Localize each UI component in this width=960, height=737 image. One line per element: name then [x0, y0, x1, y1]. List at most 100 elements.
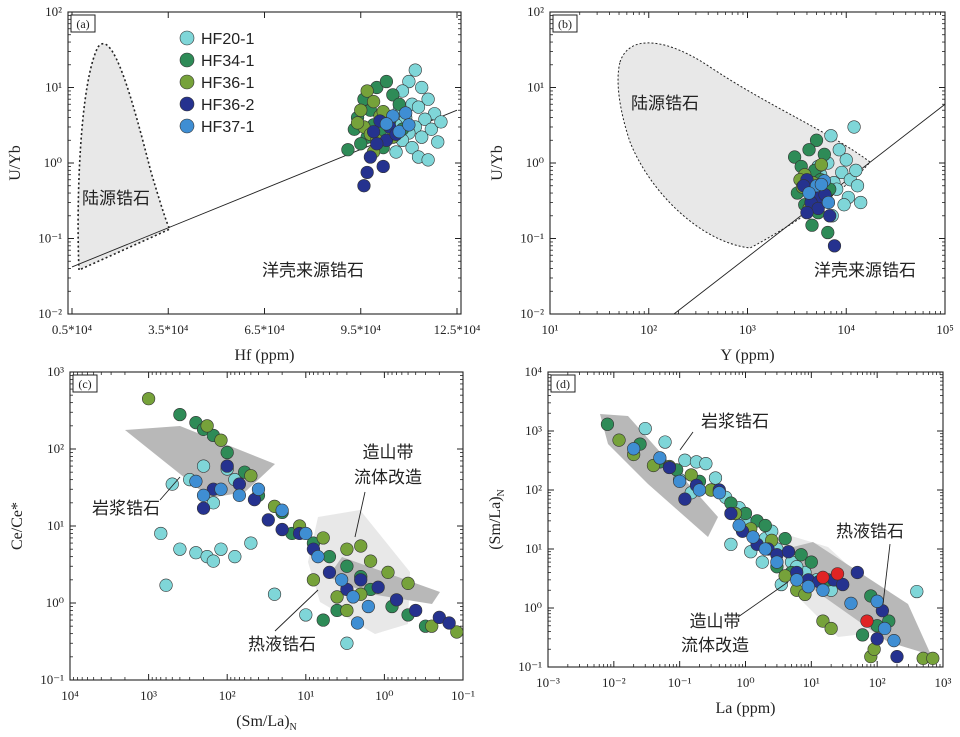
data-point-hf36-2 [678, 492, 692, 506]
data-point-hf36-1 [612, 433, 626, 447]
annotation-text: 流体改造 [354, 468, 422, 488]
data-point-hf34-1 [794, 548, 808, 562]
data-point-hf36-1 [200, 419, 214, 433]
data-point-hf20-1 [189, 546, 203, 560]
point-layer [600, 417, 940, 665]
data-point-hf20-1 [196, 459, 211, 473]
data-point-hf36-2 [409, 603, 423, 618]
x-tick-label: 10⁻² [602, 675, 626, 690]
data-point-hf20-1 [658, 435, 672, 449]
panel-label-box [70, 14, 96, 33]
y-tick-label: 10⁻² [520, 306, 544, 321]
legend-item: HF36-1 [179, 74, 254, 92]
legend-marker [179, 74, 195, 90]
data-point-hf37-1 [346, 590, 360, 604]
data-point-hf20-1 [424, 122, 438, 136]
data-point-hf37-1 [311, 550, 325, 564]
x-tick-label: 10⁵ [936, 322, 954, 337]
field-layer [77, 43, 172, 272]
data-point-hf36-1 [244, 469, 258, 483]
data-point-hf37-1 [692, 483, 707, 497]
data-point-hf34-1 [600, 417, 615, 431]
legend-label: HF36-1 [201, 75, 254, 92]
data-point-hf37-1 [399, 106, 413, 120]
data-point-hf36-2 [376, 159, 390, 174]
annotation-text: 岩浆锆石 [92, 499, 160, 519]
data-point-hf36-2 [890, 650, 904, 664]
data-point-hf20-1 [267, 587, 282, 601]
data-point-hf20-1 [389, 145, 403, 159]
data-point-hf20-1 [832, 143, 846, 157]
data-point-hf36-2 [781, 545, 796, 559]
data-point-hf20-1 [415, 80, 429, 95]
data-point-hf37-1 [732, 518, 746, 533]
data-point-hf34-1 [802, 143, 816, 157]
y-axis-label: U/Yb [489, 145, 506, 181]
data-point-hf36-1 [425, 619, 439, 633]
data-point-hf34-1 [386, 88, 400, 102]
x-tick-label: 10⁴ [837, 322, 855, 337]
x-axis-label: (Sm/La)N [236, 713, 297, 733]
y-tick-label: 10⁻² [38, 306, 62, 321]
data-point-hf36-2 [823, 209, 837, 223]
legend-label: HF20-1 [201, 31, 254, 48]
data-point-hf34-1 [804, 555, 818, 569]
y-tick-label: 10⁻¹ [520, 231, 544, 246]
legend-marker [179, 96, 195, 112]
x-tick-label: 6.5*10⁴ [244, 322, 285, 337]
data-point-hf20-1 [699, 457, 713, 471]
tick-layer: 10⁻¹ 10⁰ 10¹ 10² 10³ 10⁴ 10⁻³ 10⁻² 10⁻¹ 10⁰ 10¹ 10²… [518, 364, 951, 690]
x-tick-label: 10³ [935, 675, 952, 690]
data-point-hf36-2 [662, 460, 677, 475]
data-point-hf20-1 [418, 112, 432, 126]
x-tick-label: 10² [640, 322, 657, 337]
data-point-hf37-1 [299, 526, 313, 541]
x-tick-label: 10¹ [803, 675, 820, 690]
panel-d: 10⁻¹ 10⁰ 10¹ 10² 10³ 10⁴ 10⁻³ 10⁻² 10⁻¹ 10⁰ 10¹ 10²… [487, 364, 952, 717]
leader-line [354, 491, 366, 538]
legend-label: HF34-1 [201, 53, 254, 70]
annotation-text: 造山带 [363, 443, 414, 463]
data-point-hf34-1 [758, 518, 772, 533]
data-point-hf37-1 [801, 580, 815, 594]
data-point-hf37-1 [232, 488, 246, 502]
data-point-hf36-1 [814, 158, 828, 172]
x-tick-label: 12.5*10⁴ [434, 322, 481, 337]
x-tick-label: 10⁰ [736, 675, 754, 690]
data-point-hf34-1 [354, 137, 368, 151]
x-tick-label: 10² [219, 688, 236, 703]
data-point-hf37-1 [758, 542, 772, 556]
data-point-hf20-1 [837, 198, 851, 212]
data-point-hf37-1 [189, 474, 203, 488]
panel-label-text: (b) [558, 17, 572, 31]
x-tick-label: 0.5*10⁴ [52, 322, 93, 337]
data-point-hf36-1 [142, 392, 156, 406]
legend-item: HF34-1 [179, 52, 254, 70]
data-point-hf37-1 [770, 555, 784, 569]
data-point-hf36-2 [360, 165, 374, 180]
data-point-hf36-2 [261, 513, 275, 527]
point-layer [788, 120, 868, 253]
y-tick-label: 10¹ [47, 518, 64, 533]
tick-layer: 10⁻¹ 10⁰ 10¹ 10² 10³ 10⁴ 10³ 10² 10¹ 10⁰ 10⁻¹ [40, 364, 475, 703]
data-point-hf20-1 [835, 165, 849, 180]
y-tick-label: 10⁻¹ [518, 659, 542, 674]
data-point-hf20-1 [173, 542, 187, 556]
data-point-hf37-1 [251, 482, 266, 496]
data-point-hf36-2 [389, 593, 404, 607]
data-point-hf20-1 [839, 153, 853, 167]
data-point-hf37-1 [790, 573, 804, 587]
annotation-text: 陆源锆石 [631, 94, 699, 114]
data-point-hf20-1 [724, 537, 738, 551]
panel-label: (b) [552, 14, 578, 33]
data-point-hf36-2 [724, 506, 738, 521]
data-point-special [830, 567, 845, 581]
data-point-hf34-1 [778, 532, 792, 546]
data-point-hf36-2 [850, 565, 864, 580]
panel-label: (a) [70, 14, 96, 33]
data-point-hf36-2 [371, 580, 385, 594]
data-point-hf20-1 [421, 92, 435, 106]
legend-marker [179, 30, 195, 46]
data-point-hf36-2 [836, 577, 850, 592]
